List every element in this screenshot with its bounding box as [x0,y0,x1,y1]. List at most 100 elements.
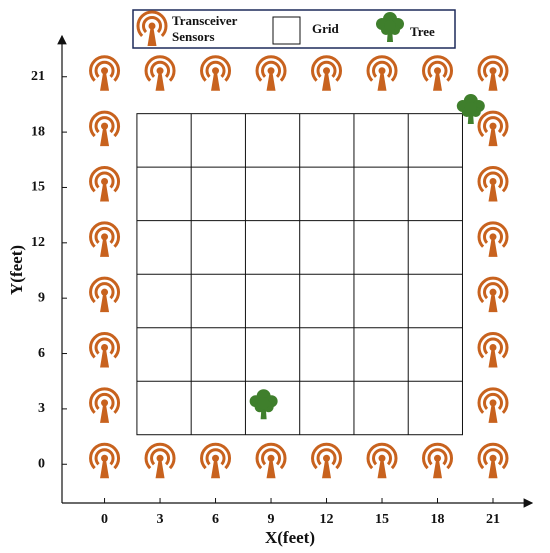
sensor-wave [89,442,121,470]
sensor-wave [477,442,509,470]
sensor [477,110,509,147]
sensor-core [101,454,109,462]
sensor-tower [488,349,498,368]
sensor-wave [200,442,231,470]
sensor [144,55,176,91]
sensor-wave [94,60,115,78]
sensor-tower [488,460,498,479]
sensor-wave [483,171,503,189]
sensor-wave [89,165,121,193]
sensor-wave [311,442,342,470]
sensor-wave [94,171,115,189]
sensor-wave [142,16,162,34]
sensor-tower [377,72,387,91]
legend-label: Grid [312,21,339,36]
sensor-wave [427,448,448,466]
y-tick-label: 0 [38,456,45,471]
sensor-core [101,177,109,185]
y-tick-label: 21 [31,69,45,84]
sensor-core [489,233,497,241]
sensor [89,165,121,202]
sensor-wave [150,448,171,466]
sensor-tower [488,238,498,257]
sensor-wave [477,276,509,304]
sensor-core [489,288,497,296]
sensor [144,442,176,479]
sensor-tower [488,128,498,147]
sensor [477,442,509,479]
sensor-wave [89,276,121,304]
sensor-wave [89,110,121,138]
sensor-tower [488,294,498,313]
sensor-wave [94,337,115,355]
sensor-tower [488,404,498,423]
sensor-core [212,454,220,462]
sensor-wave [427,60,448,78]
sensor-wave [89,221,121,248]
sensor-core [489,177,497,185]
sensor-wave [144,442,176,470]
sensor-wave [94,392,115,410]
sensor-wave [89,387,121,414]
legend-tree-icon [376,12,404,42]
sensor-wave [200,55,231,82]
legend-sensor-icon [136,10,168,46]
sensor-tower [433,72,443,91]
sensor-core [434,454,442,462]
sensor [366,442,398,479]
sensor [477,55,509,91]
sensor [89,221,121,257]
sensor-wave [205,60,226,78]
sensor-core [489,67,497,75]
x-axis-label: X(feet) [265,528,315,547]
sensor-wave [255,55,287,82]
sensor-core [489,454,497,462]
sensor-wave [144,55,176,82]
x-tick-label: 0 [101,512,108,527]
sensor-tower [100,294,110,313]
x-tick-label: 18 [431,512,445,527]
sensor [89,276,121,313]
sensor [422,55,453,91]
sensor [255,55,287,91]
sensor-wave [89,332,121,359]
sensor [477,276,509,313]
tree-canopy [464,101,477,114]
sensor [255,442,287,479]
sensor-core [489,344,497,352]
sensor [477,332,509,368]
sensor [422,442,453,479]
sensor-wave [477,55,509,82]
sensor-core [323,67,331,75]
x-tick-label: 21 [486,512,500,527]
legend-label: Sensors [172,29,215,44]
x-tick-label: 12 [320,512,334,527]
sensor [89,387,121,423]
sensor-wave [89,55,121,82]
sensor-wave [316,448,337,466]
sensor-tower [100,238,110,257]
sensor-wave [483,392,503,410]
sensor-tower [100,183,110,202]
sensor-tower [322,460,332,479]
sensor-core [101,122,109,130]
sensor-wave [477,110,509,138]
sensor-wave [94,282,115,300]
sensor-core [267,67,275,75]
y-tick-label: 12 [31,235,45,250]
sensor-core [156,454,164,462]
sensor-wave [483,337,503,355]
sensor-wave [477,165,509,193]
sensor-core [101,344,109,352]
sensor-wave [94,226,115,244]
sensor-wave [366,442,398,470]
sensor-wave [316,60,337,78]
x-tick-label: 6 [212,512,219,527]
sensor [477,387,509,423]
sensor-core [378,454,386,462]
sensor-tower [211,72,221,91]
sensor-tower [488,72,498,91]
sensor-tower [155,72,165,91]
sensor-tower [100,349,110,368]
y-axis-label: Y(feet) [7,245,26,295]
